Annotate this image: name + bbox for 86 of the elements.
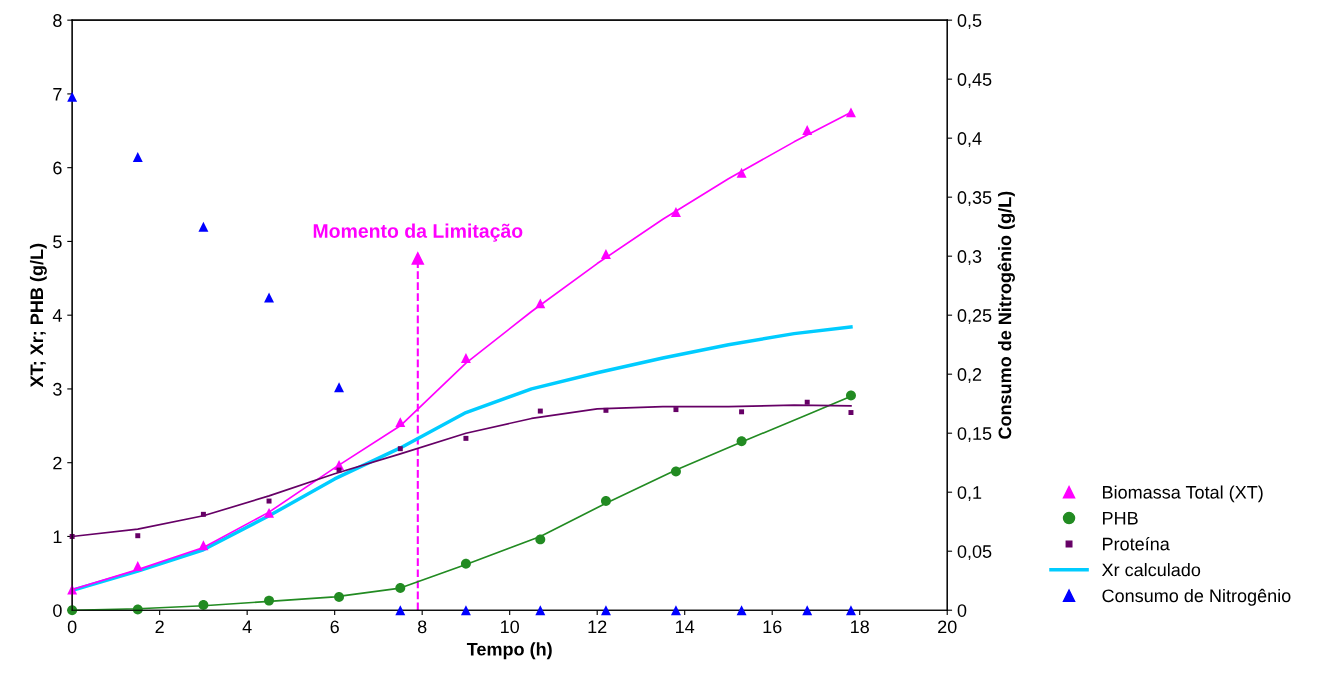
y-tick-label: 2 xyxy=(53,456,62,470)
y2-tick-label: 0,2 xyxy=(957,368,982,384)
y2-tick-label: 0,25 xyxy=(957,309,992,325)
point xyxy=(264,507,275,518)
y2-tick-label: 0,05 xyxy=(957,545,992,561)
point xyxy=(460,352,471,363)
y-tick-label: 8 xyxy=(53,14,62,27)
point xyxy=(603,407,609,413)
point xyxy=(535,298,546,309)
x-tick-label: 12 xyxy=(588,620,607,634)
point xyxy=(266,498,272,504)
point xyxy=(460,605,471,616)
point xyxy=(848,410,854,416)
y-tick-label: 5 xyxy=(53,235,62,249)
y-tick-label: 1 xyxy=(53,530,62,543)
y-tick-label: 4 xyxy=(52,309,62,322)
y2-tick-label: 0,45 xyxy=(957,73,992,89)
point xyxy=(736,605,747,616)
legend-label: Proteína xyxy=(1103,536,1170,551)
point xyxy=(535,534,546,545)
point xyxy=(334,382,345,393)
x-tick-label: 14 xyxy=(676,620,695,634)
point xyxy=(736,167,747,178)
x-axis-title: Tempo (h) xyxy=(466,642,552,660)
point xyxy=(198,540,209,551)
x-tick-label: 8 xyxy=(417,620,427,634)
y-tick-label: 0 xyxy=(53,604,62,617)
point xyxy=(200,511,206,517)
x-tick-label: 20 xyxy=(938,620,957,634)
y2-tick-label: 0,3 xyxy=(957,250,982,266)
y2-tick-label: 0,5 xyxy=(957,14,982,30)
point xyxy=(67,91,78,102)
x-tick-label: 10 xyxy=(501,620,520,634)
point xyxy=(264,292,275,303)
legend-label: Xr calculado xyxy=(1101,563,1201,577)
point xyxy=(804,399,810,405)
y-tick-label: 7 xyxy=(53,88,62,101)
point xyxy=(135,533,141,539)
point xyxy=(535,605,546,616)
y-axis-title: XT; Xr; PHB (g/L) xyxy=(29,243,47,388)
point xyxy=(600,248,611,259)
point xyxy=(395,605,406,616)
point xyxy=(670,206,681,217)
y2-tick-label: 0 xyxy=(957,604,967,617)
point xyxy=(198,221,209,232)
point xyxy=(537,408,543,414)
point xyxy=(846,605,856,616)
y2-tick-label: 0,1 xyxy=(957,486,982,502)
point xyxy=(264,595,275,606)
annotation: Momento da Limitação xyxy=(313,223,523,242)
x-tick-label: 6 xyxy=(330,620,339,634)
point xyxy=(670,466,681,477)
x-tick-label: 4 xyxy=(242,620,252,634)
point xyxy=(600,605,611,616)
legend-label: Consumo de Nitrogênio xyxy=(1102,588,1291,606)
point xyxy=(736,436,747,447)
x-tick-label: 18 xyxy=(851,620,869,634)
point xyxy=(397,446,403,452)
y2-tick-label: 0,4 xyxy=(957,132,982,148)
y2-axis-title: Consumo de Nitrogênio (g/L) xyxy=(997,191,1015,439)
point xyxy=(460,558,471,569)
y-tick-label: 6 xyxy=(53,161,62,175)
point xyxy=(846,390,856,401)
x-tick-label: 16 xyxy=(763,620,782,634)
point xyxy=(846,107,856,118)
point xyxy=(739,409,745,415)
y2-tick-label: 0,15 xyxy=(957,427,992,443)
legend-label: PHB xyxy=(1103,511,1138,525)
point xyxy=(198,600,209,611)
point xyxy=(334,591,345,602)
point xyxy=(463,435,469,441)
y2-tick-label: 0,35 xyxy=(957,191,992,207)
point xyxy=(673,407,679,413)
point xyxy=(802,605,813,616)
x-tick-label: 2 xyxy=(155,620,164,634)
point xyxy=(395,417,406,428)
x-tick-label: 0 xyxy=(67,620,77,634)
legend-label: Biomassa Total (XT) xyxy=(1103,485,1263,503)
y-tick-label: 3 xyxy=(53,382,62,396)
point xyxy=(132,152,143,163)
point xyxy=(336,467,342,473)
point xyxy=(395,583,406,594)
point xyxy=(132,560,143,571)
point xyxy=(600,496,611,507)
point xyxy=(670,605,681,616)
point xyxy=(802,125,813,136)
